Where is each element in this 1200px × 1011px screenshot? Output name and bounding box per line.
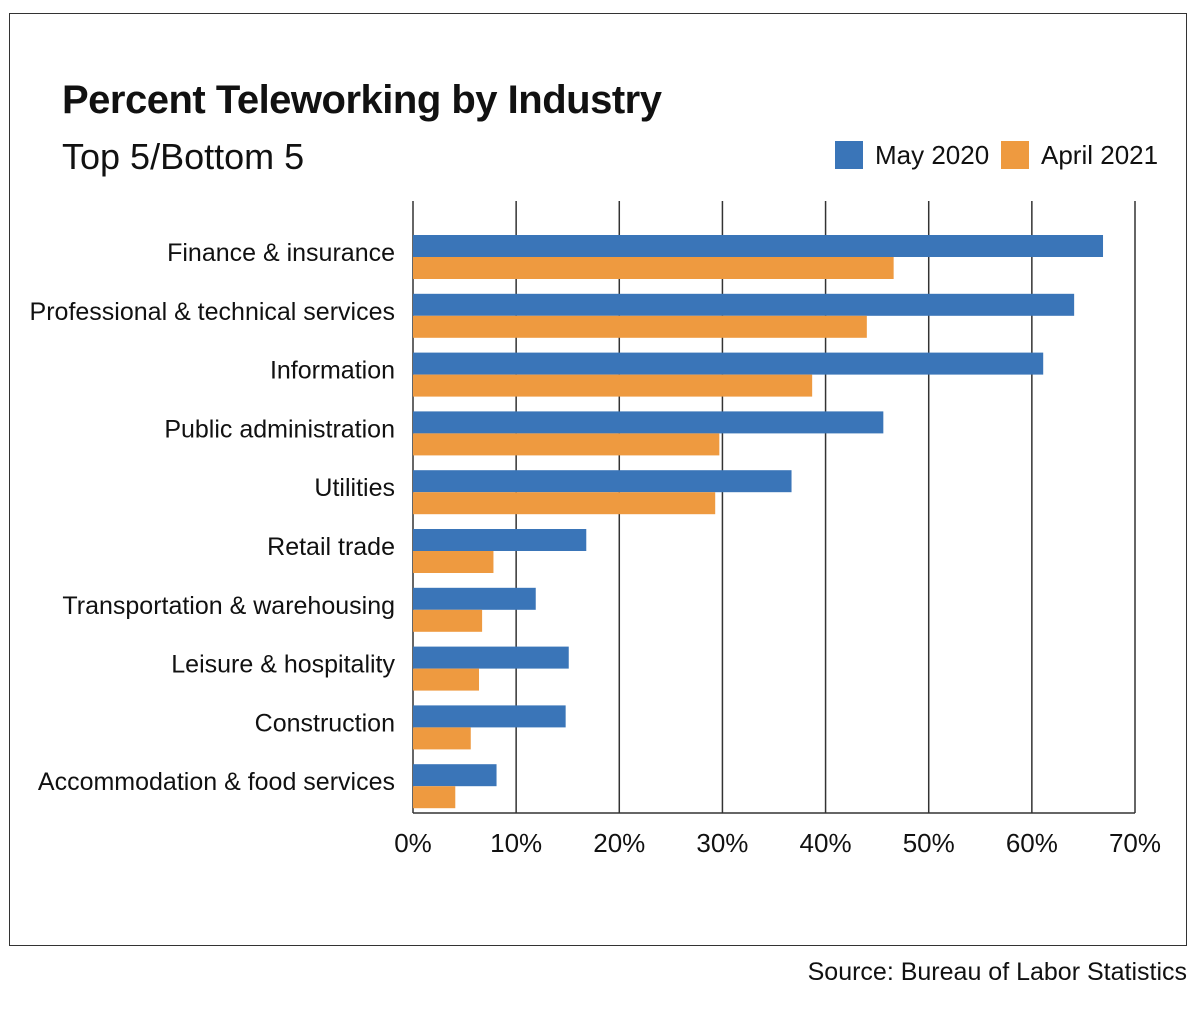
bar-2-series-0: [413, 352, 1044, 375]
category-label-7: Leisure & hospitality: [171, 651, 395, 679]
legend-item-1: April 2021: [1001, 140, 1158, 170]
legend-label-0: May 2020: [875, 139, 990, 170]
legend-swatch-0: [835, 141, 863, 169]
bar-8-series-1: [413, 727, 471, 750]
bar-9-series-1: [413, 786, 456, 809]
bar-7-series-0: [413, 646, 569, 669]
bar-6-series-0: [413, 587, 536, 610]
category-label-1: Professional & technical services: [30, 298, 395, 326]
legend-item-0: May 2020: [835, 140, 989, 170]
bar-0-series-1: [413, 257, 894, 279]
source-note: Source: Bureau of Labor Statistics: [807, 958, 1187, 986]
bar-8-series-0: [413, 705, 566, 728]
bar-0-series-0: [413, 235, 1104, 257]
x-tick-label-2: 20%: [593, 828, 645, 858]
bar-1-series-0: [413, 293, 1075, 316]
bar-5-series-1: [413, 551, 494, 573]
x-tick-label-5: 50%: [903, 828, 955, 858]
bar-7-series-1: [413, 668, 480, 691]
bar-9-series-0: [413, 764, 497, 787]
bar-6-series-1: [413, 609, 483, 632]
x-tick-label-4: 40%: [800, 828, 852, 858]
bar-3-series-1: [413, 433, 720, 456]
bar-4-series-0: [413, 470, 792, 493]
chart-subtitle: Top 5/Bottom 5: [62, 136, 305, 177]
category-label-5: Retail trade: [267, 533, 395, 561]
category-label-9: Accommodation & food services: [38, 768, 395, 796]
bar-1-series-1: [413, 315, 867, 338]
bar-4-series-1: [413, 492, 716, 515]
legend-label-1: April 2021: [1041, 139, 1159, 170]
chart-frame: [9, 13, 1187, 946]
category-label-4: Utilities: [314, 474, 395, 502]
x-tick-label-6: 60%: [1006, 828, 1058, 858]
x-tick-label-7: 70%: [1109, 828, 1161, 858]
bar-5-series-0: [413, 529, 587, 551]
x-tick-label-1: 10%: [490, 828, 542, 858]
legend-swatch-1: [1001, 141, 1029, 169]
chart-title: Percent Teleworking by Industry: [62, 78, 662, 122]
x-tick-label-0: 0%: [394, 828, 432, 858]
category-label-8: Construction: [255, 709, 395, 737]
category-label-6: Transportation & warehousing: [62, 592, 395, 620]
bar-3-series-0: [413, 411, 884, 434]
category-label-0: Finance & insurance: [167, 239, 395, 267]
category-label-3: Public administration: [164, 415, 395, 443]
category-label-2: Information: [270, 357, 395, 385]
x-tick-label-3: 30%: [696, 828, 748, 858]
bar-2-series-1: [413, 374, 813, 397]
